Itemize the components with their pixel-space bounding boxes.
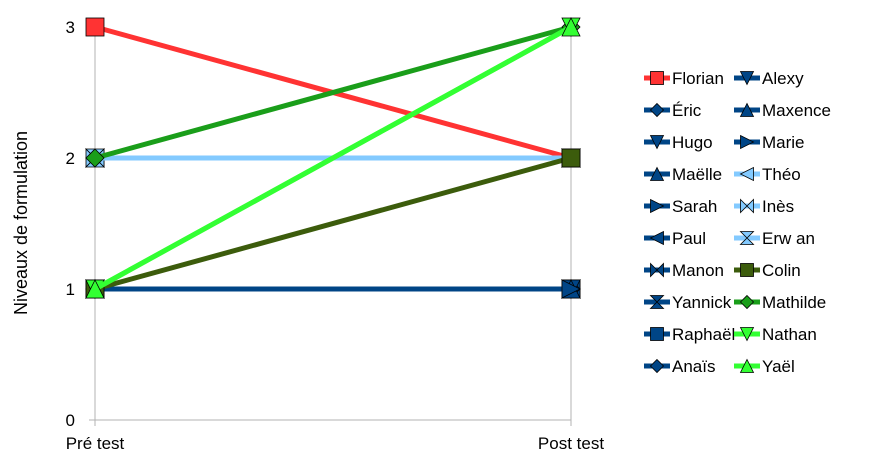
series-yael <box>85 17 581 299</box>
data-point-yael-0 <box>85 279 105 299</box>
data-point-colin-1 <box>561 148 581 168</box>
series-lines <box>85 17 581 299</box>
legend-item-mathilde: Mathilde <box>734 293 826 312</box>
legend-label: Yannick <box>672 293 732 312</box>
legend-label: Manon <box>672 261 724 280</box>
legend-label: Sarah <box>672 197 717 216</box>
legend-marker-theo <box>739 166 754 182</box>
y-tick-label: 3 <box>66 18 75 37</box>
legend-label: Théo <box>762 165 801 184</box>
legend-marker-alexy <box>739 71 755 86</box>
legend-marker-yannick <box>649 295 665 309</box>
legend-item-yael: Yaël <box>734 357 795 376</box>
legend-marker-paul <box>649 230 664 246</box>
x-tick-label: Pré test <box>66 434 125 453</box>
series-mathilde <box>85 17 581 168</box>
legend-label: Paul <box>672 229 706 248</box>
legend-marker-eric <box>649 102 665 118</box>
series-line-yael <box>93 24 573 292</box>
legend-marker-colin <box>740 263 754 277</box>
x-tick-label: Post test <box>538 434 604 453</box>
y-axis-label: Niveaux de formulation <box>11 131 31 315</box>
legend-item-sarah: Sarah <box>644 197 717 216</box>
legend-marker-nathan <box>739 327 755 342</box>
legend-label: Alexy <box>762 69 804 88</box>
legend-label: Erw an <box>762 229 815 248</box>
legend-marker-anais <box>649 358 665 374</box>
legend-label: Nathan <box>762 325 817 344</box>
axes: 0 1 2 3 Pré test Post test <box>66 18 605 453</box>
legend-item-eric: Éric <box>644 101 702 120</box>
legend-marker-maxence <box>739 102 755 117</box>
series-marie <box>85 279 581 299</box>
legend-label: Inès <box>762 197 794 216</box>
legend-label: Florian <box>672 69 724 88</box>
y-tick-label: 2 <box>66 149 75 168</box>
legend-item-erw-an: Erw an <box>734 229 815 248</box>
legend-marker-marie <box>740 134 755 150</box>
y-tick-label: 0 <box>66 411 75 430</box>
legend-marker-mathilde <box>739 294 755 310</box>
legend-label: Maxence <box>762 101 831 120</box>
legend-item-marie: Marie <box>734 133 805 152</box>
data-point-yael-1 <box>561 17 581 37</box>
data-point-mathilde-0 <box>85 148 105 168</box>
legend-item-colin: Colin <box>734 261 801 280</box>
legend-marker-raphael <box>650 327 664 341</box>
legend-item-raphael: Raphaël <box>644 325 735 344</box>
legend-marker-yael <box>739 358 755 373</box>
legend-item-paul: Paul <box>644 229 706 248</box>
legend-label: Yaël <box>762 357 795 376</box>
legend-item-theo: Théo <box>734 165 801 184</box>
legend: Florian Éric Hugo Maëlle Sarah Paul Manon Yanni… <box>644 69 831 376</box>
legend-item-ines: Inès <box>734 197 794 216</box>
legend-label: Éric <box>672 101 702 120</box>
legend-item-maelle: Maëlle <box>644 165 722 184</box>
legend-label: Marie <box>762 133 805 152</box>
legend-item-anais: Anaïs <box>644 357 715 376</box>
legend-marker-manon <box>650 262 664 278</box>
legend-label: Maëlle <box>672 165 722 184</box>
legend-label: Colin <box>762 261 801 280</box>
legend-label: Mathilde <box>762 293 826 312</box>
gridlines <box>94 27 572 426</box>
legend-marker-maelle <box>649 166 665 181</box>
legend-marker-ines <box>740 198 754 214</box>
legend-item-florian: Florian <box>644 69 724 88</box>
y-tick-label: 1 <box>66 280 75 299</box>
legend-marker-hugo <box>649 135 665 150</box>
series-line-colin <box>94 155 572 292</box>
legend-marker-florian <box>650 71 664 85</box>
legend-item-hugo: Hugo <box>644 133 713 152</box>
legend-marker-sarah <box>650 198 665 214</box>
legend-item-alexy: Alexy <box>734 69 804 88</box>
legend-item-manon: Manon <box>644 261 724 280</box>
legend-marker-erw-an <box>739 231 755 245</box>
legend-item-nathan: Nathan <box>734 325 817 344</box>
legend-label: Anaïs <box>672 357 715 376</box>
legend-item-maxence: Maxence <box>734 101 831 120</box>
data-point-marie-1 <box>561 279 581 299</box>
series-line-mathilde <box>94 24 572 161</box>
legend-item-yannick: Yannick <box>644 293 732 312</box>
data-point-florian-0 <box>85 17 105 37</box>
legend-label: Hugo <box>672 133 713 152</box>
series-colin <box>85 148 581 299</box>
legend-label: Raphaël <box>672 325 735 344</box>
